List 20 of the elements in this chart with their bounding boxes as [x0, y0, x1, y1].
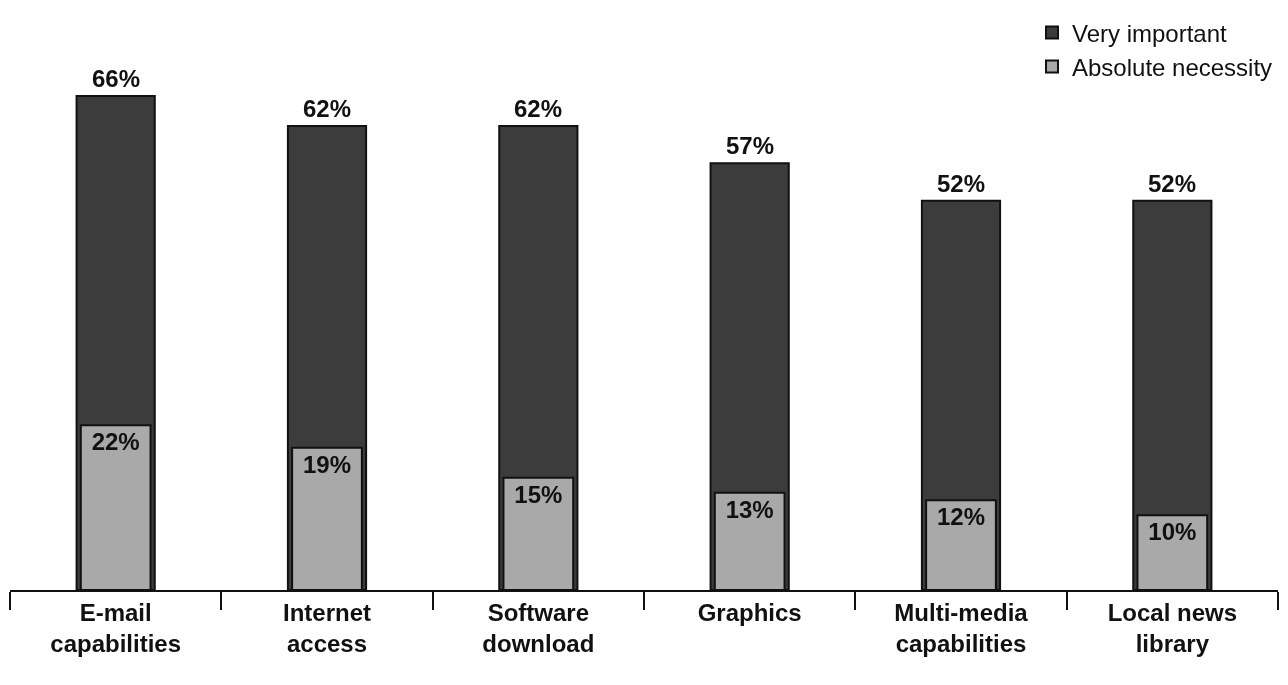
x-tick-label: Graphics: [697, 598, 802, 626]
data-label: 15%: [514, 480, 563, 508]
x-tick-label: Software download: [482, 598, 595, 657]
x-tick-label: Multi-media capabilities: [894, 598, 1029, 657]
data-label: 12%: [936, 503, 986, 531]
data-label: 66%: [92, 65, 141, 92]
legend-label: Very important: [1072, 19, 1228, 47]
data-label: 22%: [91, 428, 140, 456]
data-label: 57%: [726, 132, 775, 159]
data-label: 19%: [302, 450, 352, 478]
data-label: 62%: [303, 95, 352, 122]
data-label: 62%: [514, 95, 563, 122]
data-label: 10%: [1148, 518, 1197, 546]
x-tick-label: E-mail capabilities: [50, 598, 182, 657]
data-label: 52%: [1148, 170, 1197, 197]
data-label: 13%: [725, 495, 774, 523]
x-tick-label: Internet access: [282, 598, 372, 657]
data-label: 52%: [937, 170, 986, 197]
legend-label: Absolute necessity: [1072, 53, 1273, 81]
x-tick-label: Local news library: [1107, 598, 1238, 657]
